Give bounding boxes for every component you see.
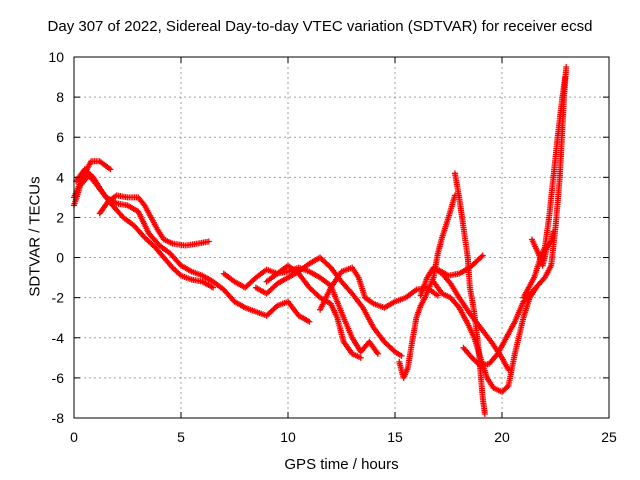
data-point <box>434 292 441 299</box>
plot-frame <box>73 56 610 419</box>
data-points <box>71 64 570 417</box>
x-tick-label: 0 <box>70 429 78 445</box>
series-trace-8 <box>317 264 441 313</box>
y-tick-label: -2 <box>52 290 65 306</box>
series-trace-7 <box>263 262 364 361</box>
data-point <box>272 303 279 310</box>
series-trace-15 <box>520 74 569 301</box>
series-trace-16 <box>528 228 557 269</box>
y-tick-label: 0 <box>56 250 64 266</box>
series-trace-1 <box>71 172 313 325</box>
x-tick-label: 25 <box>601 429 617 445</box>
x-tick-label: 10 <box>280 429 296 445</box>
data-point <box>140 201 147 208</box>
data-point <box>562 74 569 81</box>
data-point <box>306 318 313 325</box>
data-point <box>357 354 364 361</box>
x-tick-label: 15 <box>387 429 403 445</box>
x-axis-label: GPS time / hours <box>284 456 399 473</box>
data-point <box>479 252 486 259</box>
series-trace-3 <box>96 192 212 249</box>
y-tick-label: 6 <box>56 129 64 145</box>
series-trace-13 <box>434 252 486 279</box>
chart-title: Day 307 of 2022, Sidereal Day-to-day VTE… <box>47 18 593 35</box>
x-tick-label: 5 <box>177 429 185 445</box>
y-tick-label: -8 <box>52 410 65 426</box>
data-point <box>374 350 381 357</box>
series-trace-9 <box>396 192 458 381</box>
data-point <box>210 284 217 291</box>
data-point <box>540 275 547 282</box>
data-point <box>550 228 557 235</box>
y-tick-label: 2 <box>56 209 64 225</box>
data-point <box>481 410 488 417</box>
y-tick-label: -4 <box>52 330 65 346</box>
y-tick-label: -6 <box>52 370 65 386</box>
x-tick-label: 20 <box>494 429 510 445</box>
y-tick-label: 10 <box>48 49 64 65</box>
y-tick-label: 4 <box>56 169 64 185</box>
data-point <box>398 352 405 359</box>
axis-ticks: 0 5 10 15 20 25 -8 -6 -4 -2 0 2 4 6 8 10 <box>48 49 617 445</box>
data-point <box>563 64 570 71</box>
series-trace-4 <box>73 166 217 291</box>
y-tick-label: 8 <box>56 89 64 105</box>
series-trace-6 <box>252 254 405 359</box>
data-point <box>205 238 212 245</box>
data-point <box>478 253 485 260</box>
data-point <box>504 384 511 391</box>
data-point <box>107 166 114 173</box>
